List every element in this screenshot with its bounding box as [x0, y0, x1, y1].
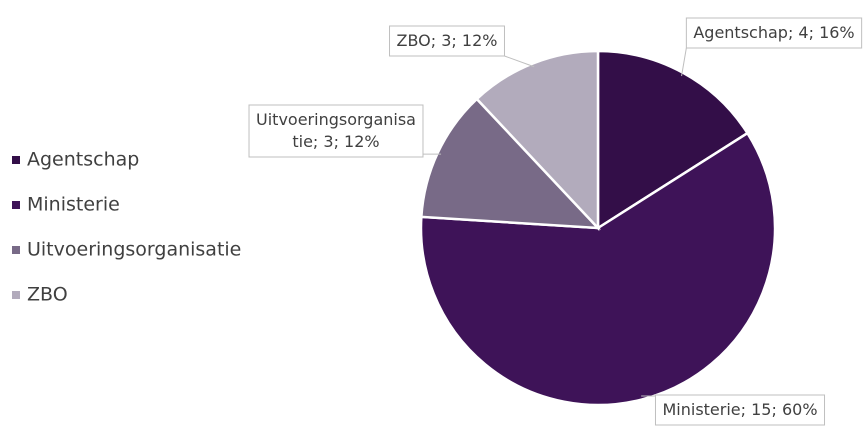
pie-slice [419, 131, 777, 407]
label-box [685, 17, 863, 49]
label-line: Agentschap; 4; 16% [693, 23, 854, 42]
legend-swatch [12, 246, 20, 254]
legend-label: ZBO [27, 284, 68, 306]
label-box [389, 25, 505, 57]
legend-swatch [12, 291, 20, 299]
data-label-text: Uitvoeringsorganisa tie; 3; 12% [256, 110, 416, 151]
data-label: Agentschap; 4; 16% [685, 17, 863, 49]
legend-swatch [12, 201, 20, 209]
data-label: Uitvoeringsorganisa tie; 3; 12% [248, 104, 424, 158]
data-label: Ministerie; 15; 60% [654, 394, 826, 426]
data-label: ZBO; 3; 12% [389, 25, 505, 57]
label-line: Ministerie; 15; 60% [662, 400, 817, 419]
data-label-text: Ministerie; 15; 60% [662, 400, 817, 419]
label-line: ZBO; 3; 12% [397, 31, 498, 50]
pie-slice [475, 49, 600, 232]
label-line: Uitvoeringsorganisa [256, 110, 416, 129]
leader-line [504, 55, 535, 68]
legend-swatch [12, 156, 20, 164]
legend-label: Ministerie [27, 194, 120, 216]
legend-label: Agentschap [27, 149, 139, 171]
legend-label: Uitvoeringsorganisatie [27, 239, 241, 261]
data-label-text: Agentschap; 4; 16% [693, 23, 854, 42]
pie-slice [420, 97, 602, 230]
data-label-text: ZBO; 3; 12% [397, 31, 498, 50]
label-box [654, 394, 826, 426]
label-box [248, 104, 424, 158]
label-line: tie; 3; 12% [292, 132, 379, 151]
leader-line [681, 47, 687, 77]
pie-slice [596, 49, 750, 231]
